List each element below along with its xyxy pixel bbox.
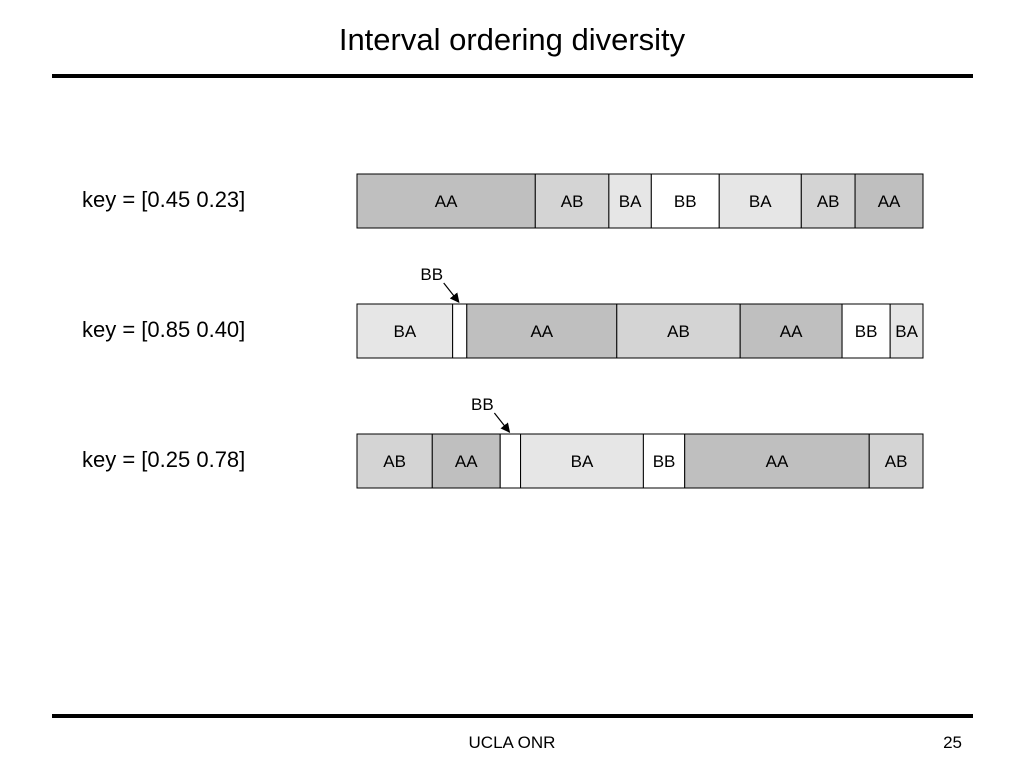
segment-label-r1-s7: AA xyxy=(878,192,901,211)
segment-label-r3-s7: AB xyxy=(885,452,908,471)
segment-label-r2-s1: BA xyxy=(393,322,416,341)
segment-bb-r3-s5 xyxy=(642,433,686,489)
callout-label-r2: BB xyxy=(420,265,443,284)
segment-label-r3-s5: BB xyxy=(653,452,676,471)
callout-label-r3: BB xyxy=(471,395,494,414)
segment-label-r2-s5: AA xyxy=(780,322,803,341)
segment-label-r2-s7: BA xyxy=(895,322,918,341)
segment-bb-r2-s6 xyxy=(841,303,891,359)
segment-ba-r3-s4 xyxy=(520,433,644,489)
title-underline xyxy=(52,74,973,78)
key-label-row-3: key = [0.25 0.78] xyxy=(82,447,246,472)
segment-ab-r3-s7 xyxy=(868,433,924,489)
segment-ab-r2-s4 xyxy=(616,303,741,359)
segment-label-r3-s6: AA xyxy=(766,452,789,471)
segment-label-r1-s3: BA xyxy=(619,192,642,211)
segment-ab-r1-s6 xyxy=(800,173,856,229)
segment-aa-r3-s2 xyxy=(431,433,501,489)
segment-label-r1-s5: BA xyxy=(749,192,772,211)
segment-ab-r3-s1 xyxy=(356,433,433,489)
segment-aa-r1-s1 xyxy=(356,173,536,229)
segment-ba-r2-s1 xyxy=(356,303,454,359)
segment-label-r3-s4: BA xyxy=(571,452,594,471)
segment-label-r1-s6: AB xyxy=(817,192,840,211)
key-label-row-2: key = [0.85 0.40] xyxy=(82,317,246,342)
segment-bb-r3-s3 xyxy=(499,433,522,489)
key-label-row-1: key = [0.45 0.23] xyxy=(82,187,246,212)
segment-aa-r3-s6 xyxy=(684,433,870,489)
segment-label-r1-s4: BB xyxy=(674,192,697,211)
segment-label-r2-s4: AB xyxy=(667,322,690,341)
callout-arrow-r2 xyxy=(443,282,460,303)
footer-rule xyxy=(52,714,973,718)
segment-label-r1-s1: AA xyxy=(435,192,458,211)
segment-label-r2-s3: AA xyxy=(530,322,553,341)
footer-label: UCLA ONR xyxy=(468,733,556,752)
segment-ba-r2-s7 xyxy=(889,303,924,359)
segment-label-r3-s2: AA xyxy=(455,452,478,471)
segment-aa-r2-s5 xyxy=(739,303,843,359)
slide-title: Interval ordering diversity xyxy=(338,22,686,57)
page-number: 25 xyxy=(943,733,962,752)
segment-aa-r1-s7 xyxy=(854,173,924,229)
segment-bb-r2-s2 xyxy=(452,303,468,359)
segment-ba-r1-s5 xyxy=(718,173,802,229)
callout-arrow-r3 xyxy=(493,412,511,433)
segment-label-r2-s6: BB xyxy=(855,322,878,341)
segment-label-r1-s2: AB xyxy=(561,192,584,211)
segment-label-r3-s1: AB xyxy=(383,452,406,471)
